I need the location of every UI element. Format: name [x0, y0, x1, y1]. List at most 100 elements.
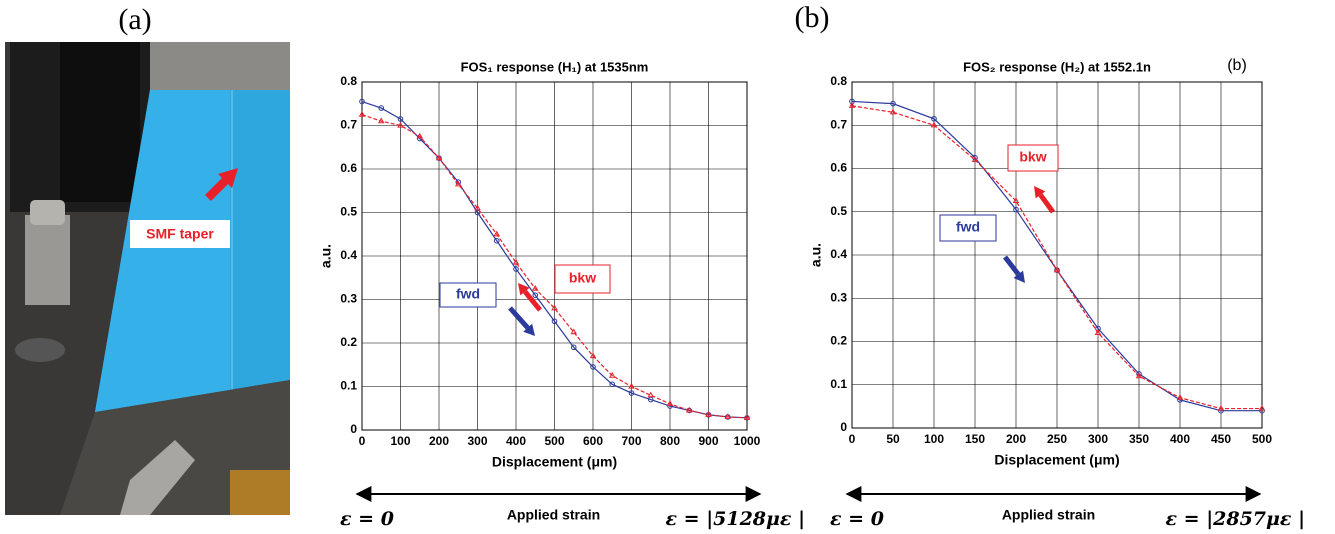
point: [551, 304, 558, 311]
arrow-head: [1034, 186, 1046, 199]
x-axis-label: Displacement (μm): [994, 452, 1119, 468]
panel-label: (a): [118, 3, 151, 36]
y-tick-label: 0.1: [340, 379, 357, 393]
point: [628, 382, 635, 389]
point: [930, 121, 938, 128]
point: [493, 230, 501, 237]
point: [1013, 206, 1019, 213]
point: [358, 111, 366, 117]
y-tick-label: 0: [840, 420, 847, 434]
y-axis-label: a.u.: [318, 244, 334, 268]
point: [931, 115, 937, 122]
y-axis-label: a.u.: [808, 243, 824, 267]
y-tick-label: 0.2: [830, 334, 847, 348]
x-tick-label: 400: [1170, 432, 1190, 446]
x-tick-label: 600: [583, 434, 603, 448]
arrow-head: [1013, 270, 1025, 283]
point: [378, 105, 385, 111]
arrow: [508, 306, 530, 330]
legend-label: bkw: [569, 270, 596, 286]
y-tick-label: 0.5: [340, 205, 357, 219]
point: [647, 391, 655, 398]
point: [570, 328, 578, 335]
point: [435, 154, 443, 161]
y-tick-label: 0.7: [340, 118, 357, 132]
x-tick-label: 900: [698, 434, 718, 448]
point: [551, 318, 558, 325]
legend-box: [1007, 144, 1059, 172]
y-tick-label: 0.8: [830, 74, 847, 88]
point: [1053, 266, 1061, 273]
y-tick-label: 0.6: [340, 161, 357, 175]
chart-title: FOS₁ response (H₁) at 1535nm: [461, 59, 649, 74]
legend-label: fwd: [956, 219, 980, 235]
point: [512, 258, 520, 265]
point: [513, 266, 519, 272]
point: [474, 204, 481, 211]
point: [590, 364, 596, 370]
legend-box: [939, 214, 997, 242]
x-tick-label: 300: [467, 434, 487, 448]
chart: (b) FOS₂ response (H₂) at 1552.1n (b) 0 0.1 0…: [795, 1, 1305, 530]
series-line: [361, 114, 748, 419]
strain-start: ε = 0: [830, 508, 884, 530]
point: [570, 344, 577, 351]
point: [589, 352, 597, 359]
point: [724, 413, 732, 420]
x-tick-label: 0: [849, 432, 856, 446]
x-tick-label: 350: [1129, 432, 1149, 446]
point: [1012, 197, 1020, 204]
point: [416, 132, 424, 139]
x-tick-label: 0: [359, 434, 366, 448]
series-line: [851, 105, 1262, 410]
y-tick-label: 0.8: [340, 74, 357, 88]
x-tick-label: 200: [429, 434, 449, 448]
point: [609, 381, 616, 388]
point: [890, 100, 896, 107]
point: [889, 108, 897, 115]
panel-label: (b): [795, 1, 830, 34]
point: [628, 390, 635, 396]
x-tick-label: 450: [1211, 432, 1231, 446]
y-tick-label: 0.4: [340, 248, 357, 262]
x-tick-label: 150: [965, 432, 985, 446]
x-tick-label: 100: [924, 432, 944, 446]
point: [1094, 329, 1102, 335]
strain-label: Applied strain: [1002, 507, 1095, 523]
y-tick-label: 0: [350, 422, 357, 436]
point: [454, 180, 462, 187]
x-tick-label: 50: [886, 432, 900, 446]
point: [397, 116, 404, 122]
x-tick-label: 100: [390, 434, 410, 448]
x-tick-label: 1000: [734, 434, 761, 448]
point: [971, 156, 979, 162]
strain-end: ε = |2857με |: [1166, 508, 1305, 530]
x-tick-label: 200: [1006, 432, 1026, 446]
legend-box: [439, 282, 497, 308]
legend-label: fwd: [456, 286, 480, 302]
x-tick-label: 500: [544, 434, 564, 448]
arrow: [1038, 193, 1056, 214]
point: [531, 285, 539, 291]
point: [1217, 404, 1225, 411]
x-tick-label: 700: [621, 434, 641, 448]
x-tick-label: 800: [660, 434, 680, 448]
y-tick-label: 0.5: [830, 204, 847, 218]
point: [1135, 372, 1143, 379]
point: [1258, 404, 1266, 411]
arrow: [1003, 255, 1021, 276]
point: [608, 372, 616, 378]
arrow-head: [518, 283, 530, 296]
point: [532, 292, 539, 298]
point: [493, 237, 500, 244]
point: [1176, 394, 1184, 400]
x-axis-label: Displacement (μm): [492, 454, 617, 470]
point: [848, 102, 856, 108]
series-line: [361, 101, 748, 419]
photo: SMF taper: [5, 42, 290, 515]
point: [377, 117, 385, 124]
point: [743, 414, 751, 420]
x-tick-label: 300: [1088, 432, 1108, 446]
point: [397, 121, 404, 128]
